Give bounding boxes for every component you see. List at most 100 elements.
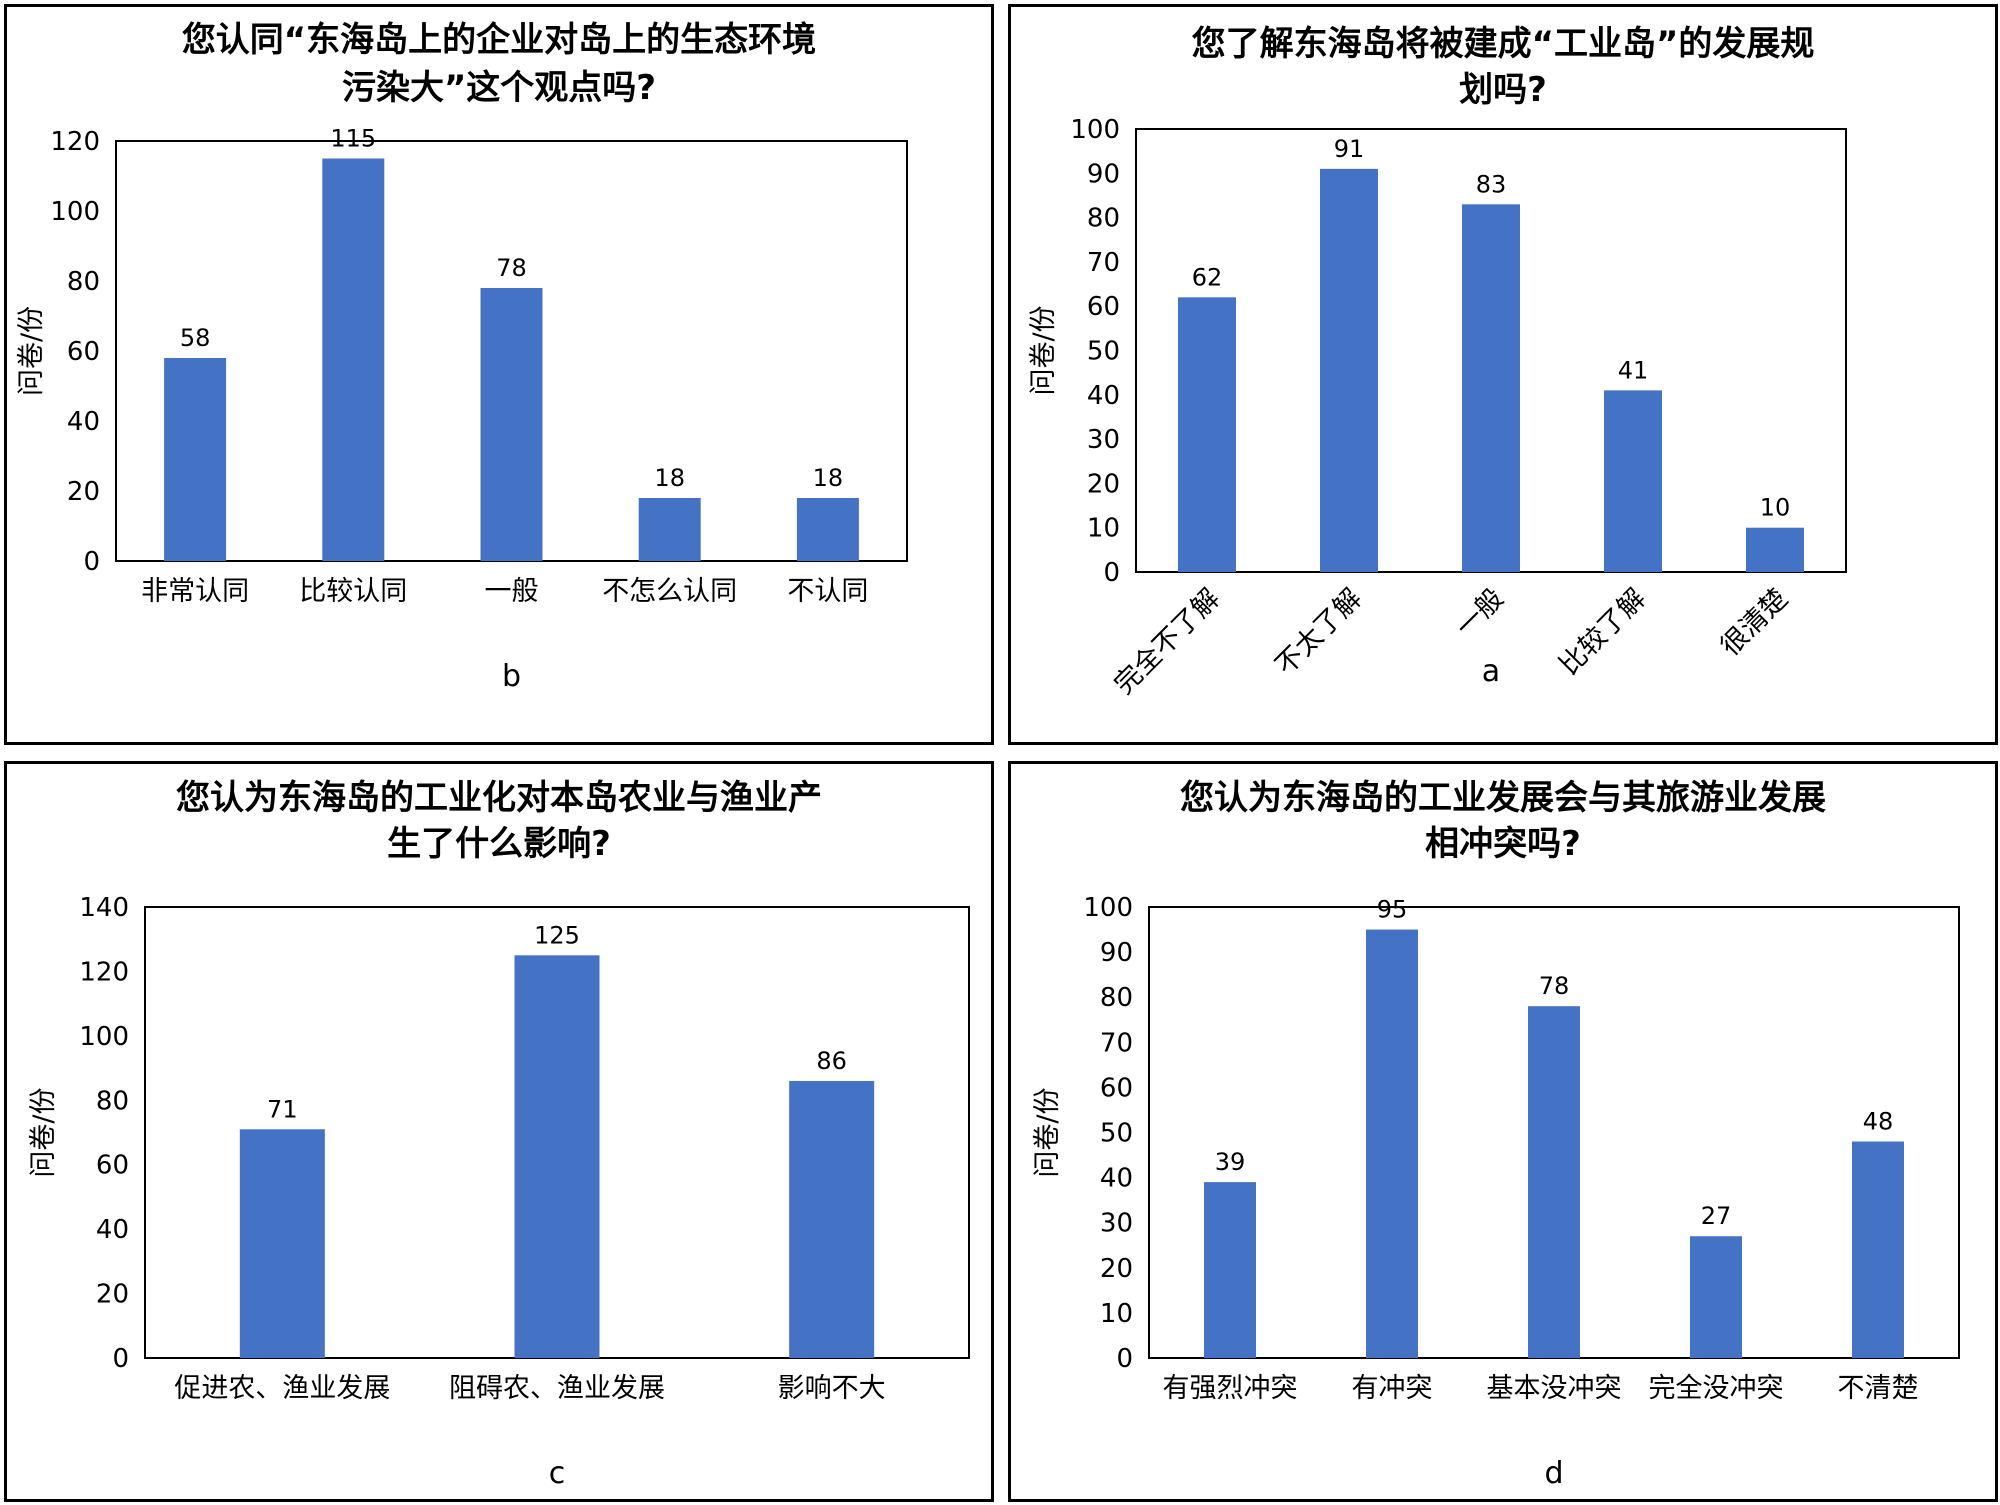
y-tick-label: 20 (1087, 469, 1120, 499)
chart-title-line: 您认同“东海岛上的企业对岛上的生态环境 (182, 20, 816, 60)
chart-title-line: 生了什么影响? (387, 824, 611, 864)
bar (514, 955, 600, 1358)
x-tick-label: 一般 (485, 576, 539, 607)
y-tick-label: 40 (96, 1215, 129, 1245)
panel-border (1008, 4, 1998, 745)
bar (1320, 168, 1378, 572)
chart-title-line: 污染大”这个观点吗? (342, 68, 656, 108)
data-label: 86 (816, 1047, 847, 1075)
y-tick-label: 0 (83, 547, 100, 577)
x-tick-label: 阻碍农、渔业发展 (449, 1373, 665, 1404)
y-tick-label: 60 (1100, 1073, 1133, 1103)
y-tick-label: 120 (79, 957, 129, 987)
y-tick-label: 20 (67, 477, 100, 507)
data-label: 18 (813, 464, 844, 492)
data-label: 39 (1215, 1148, 1246, 1176)
x-tick-label: 不认同 (787, 576, 868, 607)
chart-title-line: 划吗? (1459, 70, 1547, 110)
panel-border (1008, 761, 1998, 1502)
data-label: 48 (1863, 1108, 1894, 1136)
chart-title-line: 您认为东海岛的工业发展会与其旅游业发展 (1180, 778, 1826, 818)
y-tick-label: 60 (96, 1151, 129, 1181)
data-label: 78 (496, 254, 527, 282)
bar (1690, 1236, 1742, 1358)
bar (1462, 204, 1520, 572)
x-tick-label: 完全没冲突 (1649, 1373, 1784, 1404)
x-axis-label: d (1544, 1456, 1563, 1491)
x-tick-label: 比较了解 (1554, 583, 1652, 681)
chart-panel-c: 您认为东海岛的工业化对本岛农业与渔业产 生了什么影响? 0 20 40 60 80 100 12… (4, 761, 994, 1502)
data-label: 10 (1760, 494, 1791, 522)
y-axis-label: 问卷/份 (16, 306, 47, 396)
x-tick-label: 不清楚 (1838, 1373, 1919, 1404)
y-tick-label: 20 (1100, 1254, 1133, 1284)
bar (239, 1129, 325, 1358)
x-tick-label: 影响不大 (778, 1373, 886, 1404)
x-tick-label: 不太了解 (1270, 583, 1368, 681)
y-tick-label: 100 (50, 197, 100, 227)
y-tick-label: 30 (1100, 1209, 1133, 1239)
data-label: 78 (1539, 972, 1570, 1000)
y-tick-label: 40 (67, 407, 100, 437)
y-tick-label: 40 (1100, 1164, 1133, 1194)
chart-title-line: 您认为东海岛的工业化对本岛农业与渔业产 (176, 778, 822, 818)
y-tick-label: 90 (1087, 159, 1120, 189)
chart-title-line: 相冲突吗? (1425, 824, 1581, 864)
panel-border (4, 761, 994, 1502)
y-tick-label: 70 (1087, 248, 1120, 278)
panel-border (4, 4, 994, 745)
data-label: 115 (330, 125, 376, 153)
y-tick-label: 70 (1100, 1028, 1133, 1058)
y-tick-label: 40 (1087, 381, 1120, 411)
data-label: 27 (1701, 1202, 1732, 1230)
x-tick-label: 促进农、渔业发展 (174, 1373, 390, 1404)
y-tick-label: 30 (1087, 425, 1120, 455)
y-tick-label: 0 (112, 1344, 129, 1374)
y-tick-label: 100 (1070, 115, 1120, 145)
data-label: 125 (534, 921, 580, 949)
data-label: 83 (1476, 170, 1507, 198)
chart-panel-d: 您认为东海岛的工业发展会与其旅游业发展 相冲突吗? 0 10 20 30 40 50 60 70 8… (1008, 761, 1998, 1502)
bar (1178, 297, 1236, 572)
chart-title-line: 您了解东海岛将被建成“工业岛”的发展规 (1192, 24, 1815, 64)
x-tick-label: 一般 (1450, 583, 1510, 643)
y-tick-label: 90 (1100, 938, 1133, 968)
bar (480, 288, 543, 561)
y-tick-label: 120 (50, 127, 100, 157)
bar (1604, 390, 1662, 572)
y-axis-label: 问卷/份 (1032, 1087, 1063, 1177)
y-tick-label: 60 (1087, 292, 1120, 322)
bar (1528, 1006, 1580, 1358)
y-tick-label: 100 (1083, 893, 1133, 923)
y-tick-label: 50 (1100, 1119, 1133, 1149)
bar (638, 498, 701, 561)
y-tick-label: 20 (96, 1280, 129, 1310)
x-tick-label: 很清楚 (1715, 583, 1794, 662)
y-axis-label: 问卷/份 (1028, 305, 1059, 395)
data-label: 95 (1377, 896, 1408, 924)
y-tick-label: 0 (1116, 1344, 1133, 1374)
bar (789, 1080, 875, 1358)
y-tick-label: 0 (1103, 558, 1120, 588)
y-axis-label: 问卷/份 (28, 1087, 59, 1177)
chart-panel-a: 您了解东海岛将被建成“工业岛”的发展规 划吗? 0 10 20 30 40 50 60 70 80 9… (1008, 4, 1998, 745)
data-label: 41 (1618, 356, 1649, 384)
data-label: 62 (1192, 263, 1223, 291)
y-tick-label: 100 (79, 1022, 129, 1052)
y-tick-label: 50 (1087, 337, 1120, 367)
x-tick-label: 有强烈冲突 (1163, 1373, 1298, 1404)
bar (322, 158, 385, 561)
data-label: 58 (180, 324, 211, 352)
y-tick-label: 140 (79, 893, 129, 923)
bar (164, 358, 227, 561)
x-tick-label: 完全不了解 (1109, 583, 1226, 700)
x-axis-label: b (502, 659, 521, 694)
y-tick-label: 10 (1087, 514, 1120, 544)
data-label: 18 (654, 464, 685, 492)
x-axis-label: a (1482, 654, 1500, 689)
x-tick-label: 基本没冲突 (1487, 1373, 1622, 1404)
